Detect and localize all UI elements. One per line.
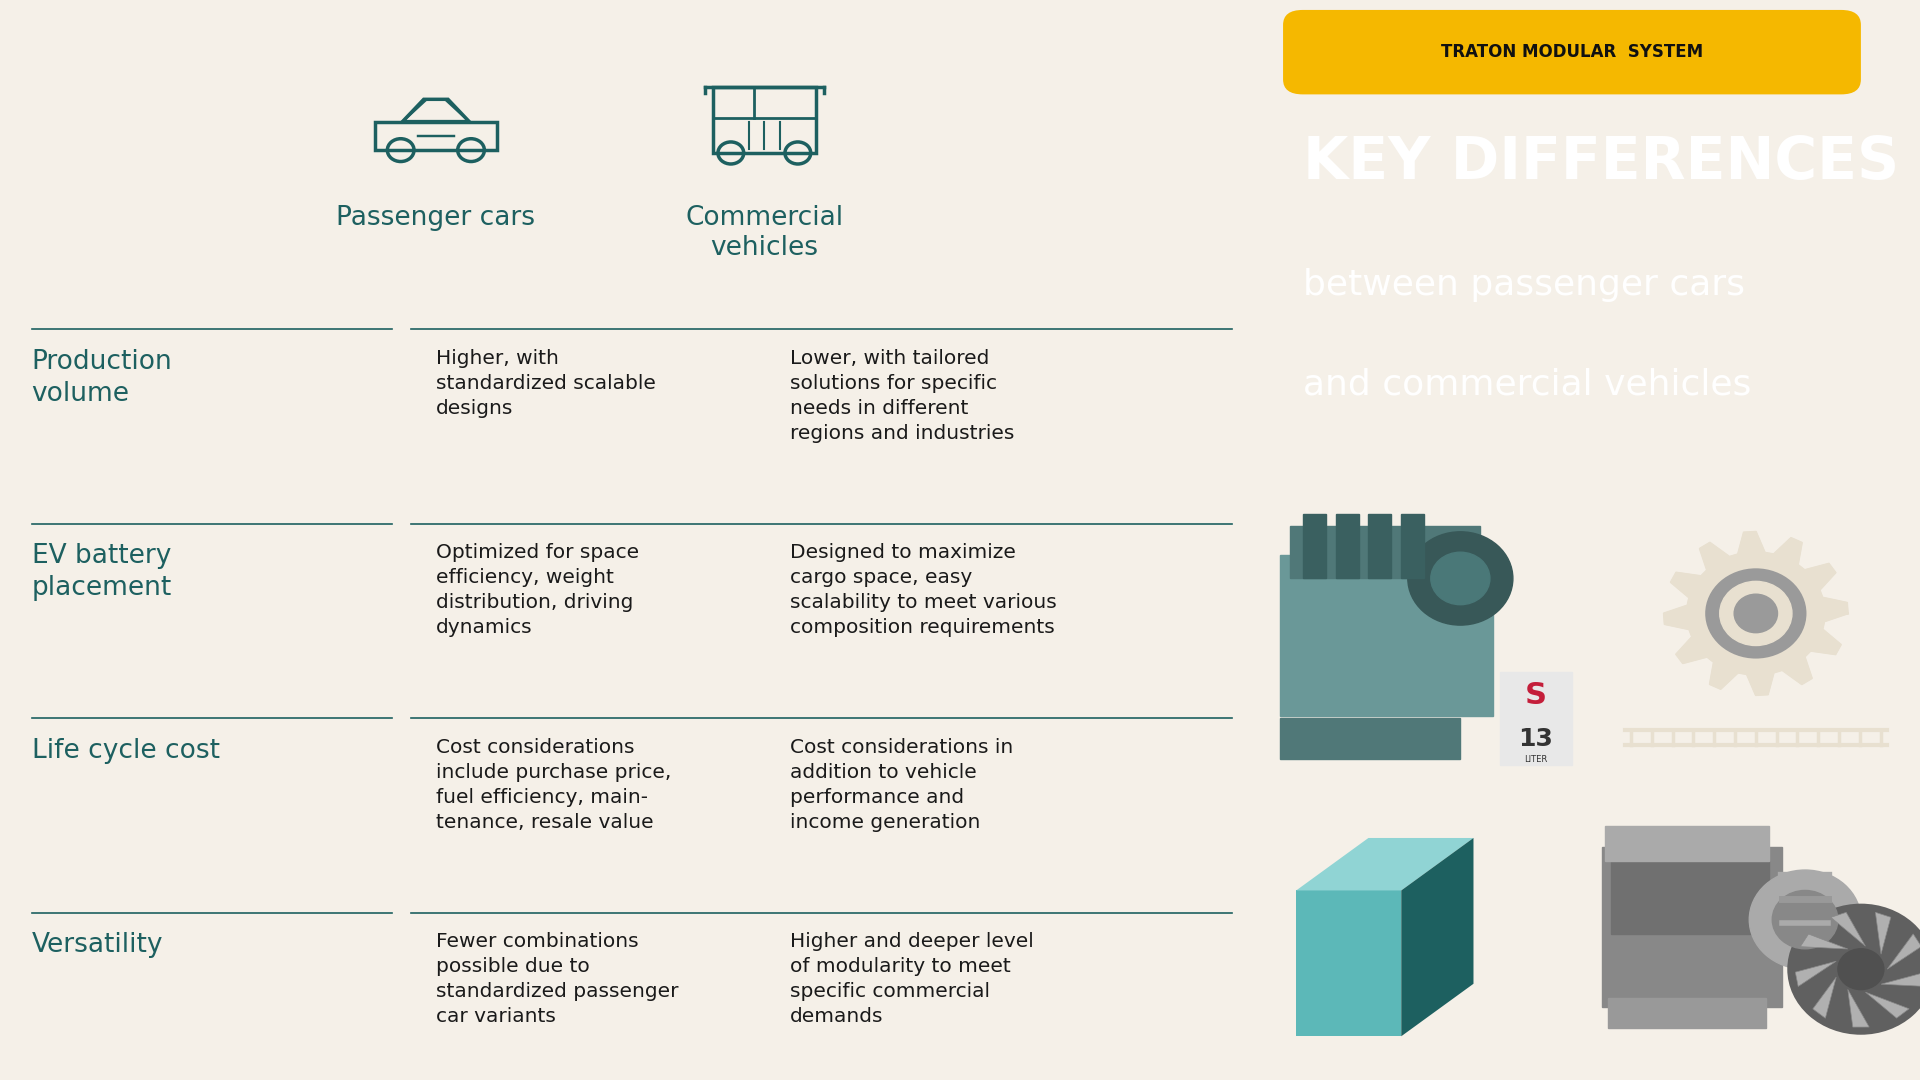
Bar <box>1336 514 1359 579</box>
Polygon shape <box>1876 913 1891 955</box>
Text: Passenger cars: Passenger cars <box>336 205 536 231</box>
Circle shape <box>1772 890 1837 948</box>
Bar <box>1611 862 1768 934</box>
Polygon shape <box>1296 890 1402 1037</box>
Bar <box>712 86 816 153</box>
Polygon shape <box>1801 934 1847 949</box>
Bar <box>1601 847 1782 1007</box>
Text: LITER: LITER <box>1524 755 1548 764</box>
Bar <box>1281 555 1494 715</box>
Polygon shape <box>1866 993 1908 1018</box>
Text: Fewer combinations
possible due to
standardized passenger
car variants: Fewer combinations possible due to stand… <box>436 932 678 1026</box>
Text: Cost considerations in
addition to vehicle
performance and
income generation: Cost considerations in addition to vehic… <box>789 738 1014 832</box>
Polygon shape <box>1812 977 1836 1018</box>
Circle shape <box>1720 581 1791 646</box>
Circle shape <box>1707 569 1805 657</box>
Circle shape <box>1749 870 1860 969</box>
Text: S: S <box>1524 680 1548 710</box>
Text: EV battery
placement: EV battery placement <box>31 543 171 602</box>
Text: Cost considerations
include purchase price,
fuel efficiency, main-
tenance, resa: Cost considerations include purchase pri… <box>436 738 672 832</box>
Polygon shape <box>1296 838 1473 890</box>
Text: Designed to maximize
cargo space, easy
scalability to meet various
composition r: Designed to maximize cargo space, easy s… <box>789 543 1056 637</box>
Bar <box>1281 718 1461 759</box>
Text: KEY DIFFERENCES: KEY DIFFERENCES <box>1304 134 1899 191</box>
Text: Optimized for space
efficiency, weight
distribution, driving
dynamics: Optimized for space efficiency, weight d… <box>436 543 639 637</box>
Text: Production
volume: Production volume <box>31 349 173 407</box>
Circle shape <box>1789 905 1920 1034</box>
Circle shape <box>1430 552 1490 605</box>
Text: Life cycle cost: Life cycle cost <box>31 738 219 764</box>
Polygon shape <box>1795 961 1836 986</box>
Text: Lower, with tailored
solutions for specific
needs in different
regions and indus: Lower, with tailored solutions for speci… <box>789 349 1014 443</box>
Polygon shape <box>1402 838 1473 1037</box>
Circle shape <box>1734 594 1778 633</box>
Bar <box>1290 526 1480 579</box>
Bar <box>1609 998 1766 1027</box>
Bar <box>1304 514 1325 579</box>
Circle shape <box>1837 949 1884 989</box>
Polygon shape <box>1847 989 1870 1027</box>
Text: Higher and deeper level
of modularity to meet
specific commercial
demands: Higher and deeper level of modularity to… <box>789 932 1033 1026</box>
Bar <box>1500 672 1572 765</box>
FancyBboxPatch shape <box>1283 10 1860 94</box>
Circle shape <box>1407 531 1513 625</box>
Text: Higher, with
standardized scalable
designs: Higher, with standardized scalable desig… <box>436 349 657 418</box>
Bar <box>1402 514 1425 579</box>
Text: between passenger cars: between passenger cars <box>1304 268 1745 302</box>
Text: 13: 13 <box>1519 727 1553 751</box>
Polygon shape <box>1882 972 1920 986</box>
Text: and commercial vehicles: and commercial vehicles <box>1304 367 1751 402</box>
Text: Versatility: Versatility <box>31 932 163 958</box>
Polygon shape <box>1832 913 1866 946</box>
Polygon shape <box>1887 934 1920 969</box>
Polygon shape <box>1665 531 1847 696</box>
Text: TRATON MODULAR  SYSTEM: TRATON MODULAR SYSTEM <box>1440 43 1703 62</box>
Bar <box>1369 514 1392 579</box>
Text: Commercial
vehicles: Commercial vehicles <box>685 205 843 261</box>
Bar <box>1605 826 1768 862</box>
